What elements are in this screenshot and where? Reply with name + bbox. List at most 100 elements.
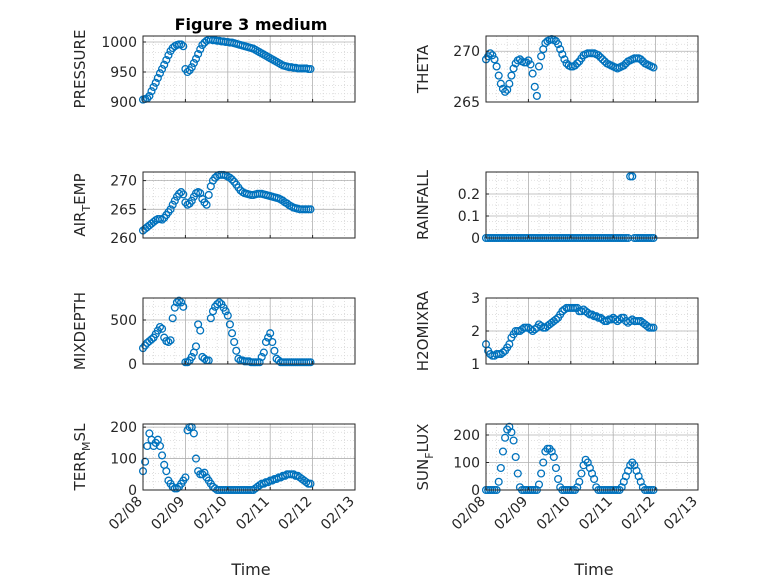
data-point — [270, 346, 279, 355]
y-tick-label: 0 — [128, 483, 137, 499]
y-tick-label: 265 — [110, 202, 137, 218]
data-point — [513, 469, 522, 478]
y-axis-label: PRESSURE — [71, 30, 89, 109]
data-point — [575, 477, 584, 486]
data-point — [530, 325, 539, 334]
data-point — [289, 470, 298, 479]
y-tick-label: 0 — [128, 357, 137, 373]
data-point — [181, 473, 190, 482]
subplot-5: 0 500 MIXDEPTH — [71, 292, 356, 373]
data-point — [492, 62, 501, 71]
data-point — [191, 54, 201, 63]
data-point — [174, 189, 184, 198]
data-point — [208, 307, 218, 316]
data-point — [583, 308, 592, 317]
data-point — [554, 474, 563, 484]
y-axis-label: RAINFALL — [414, 169, 432, 240]
y-axis-label: H2OMIXRA — [414, 290, 432, 371]
data-point — [149, 82, 158, 92]
data-point — [225, 320, 234, 329]
data-point — [164, 51, 173, 60]
data-point — [302, 478, 311, 487]
subplot-3: 260 265 270 AIRTEMP — [71, 170, 356, 247]
x-axis-label-right: Time — [573, 560, 613, 579]
data-point — [204, 190, 213, 200]
data-point — [268, 476, 277, 485]
y-tick-label: 0.2 — [458, 187, 480, 203]
data-point — [556, 45, 565, 54]
y-tick-label: 200 — [110, 420, 137, 436]
series-markers — [481, 34, 658, 100]
data-point — [259, 348, 268, 357]
data-point — [170, 196, 179, 205]
data-point — [268, 337, 277, 347]
data-point — [257, 352, 266, 362]
data-point — [596, 53, 605, 62]
data-point — [522, 58, 531, 67]
data-point — [649, 323, 658, 332]
data-point — [560, 55, 569, 64]
data-point — [558, 50, 567, 59]
data-point — [200, 354, 209, 363]
axes-box — [142, 423, 356, 491]
data-point — [168, 200, 177, 209]
data-point — [549, 452, 558, 462]
data-point — [213, 300, 222, 309]
data-point — [509, 436, 518, 445]
data-point — [272, 474, 281, 484]
y-tick-label: 100 — [453, 456, 480, 472]
data-point — [264, 333, 273, 342]
series-markers — [138, 35, 315, 104]
data-point — [189, 429, 198, 438]
data-point — [162, 55, 171, 65]
y-tick-label: 1000 — [101, 35, 137, 51]
y-tick-label: 100 — [110, 452, 137, 468]
data-point — [577, 469, 586, 478]
data-point — [174, 296, 184, 305]
data-point — [537, 469, 546, 478]
data-point — [166, 205, 175, 214]
data-point — [534, 480, 544, 489]
axes-box — [485, 423, 699, 491]
data-point — [590, 474, 599, 484]
data-point — [187, 63, 196, 72]
data-point — [551, 463, 561, 473]
data-point — [183, 358, 192, 367]
data-point — [179, 190, 188, 199]
data-point — [223, 311, 232, 320]
data-point — [170, 303, 179, 312]
data-point — [158, 451, 167, 460]
data-point — [554, 40, 563, 49]
data-point — [532, 91, 541, 100]
data-point — [530, 82, 539, 91]
data-point — [151, 78, 160, 87]
data-point — [570, 61, 580, 70]
data-point — [496, 79, 505, 88]
data-point — [166, 336, 175, 345]
data-point — [232, 346, 241, 355]
data-point — [490, 55, 499, 64]
data-point — [505, 79, 514, 88]
y-axis-label: TERRMSL — [71, 423, 93, 492]
data-point — [160, 60, 169, 69]
data-point — [494, 71, 503, 80]
data-point — [551, 315, 561, 324]
y-tick-label: 500 — [110, 313, 137, 329]
y-tick-label: 3 — [471, 291, 480, 307]
data-point — [202, 200, 211, 209]
data-point — [227, 329, 237, 338]
data-point — [187, 352, 196, 362]
data-point — [537, 52, 546, 61]
data-point — [509, 64, 518, 73]
data-point — [158, 215, 167, 224]
data-point — [619, 61, 628, 70]
y-axis-label: SUNFLUX — [414, 424, 436, 491]
data-point — [264, 478, 273, 487]
data-point — [636, 55, 645, 64]
data-point — [306, 358, 315, 367]
axes-box — [142, 297, 356, 365]
data-point — [158, 324, 167, 333]
data-point — [488, 51, 497, 60]
